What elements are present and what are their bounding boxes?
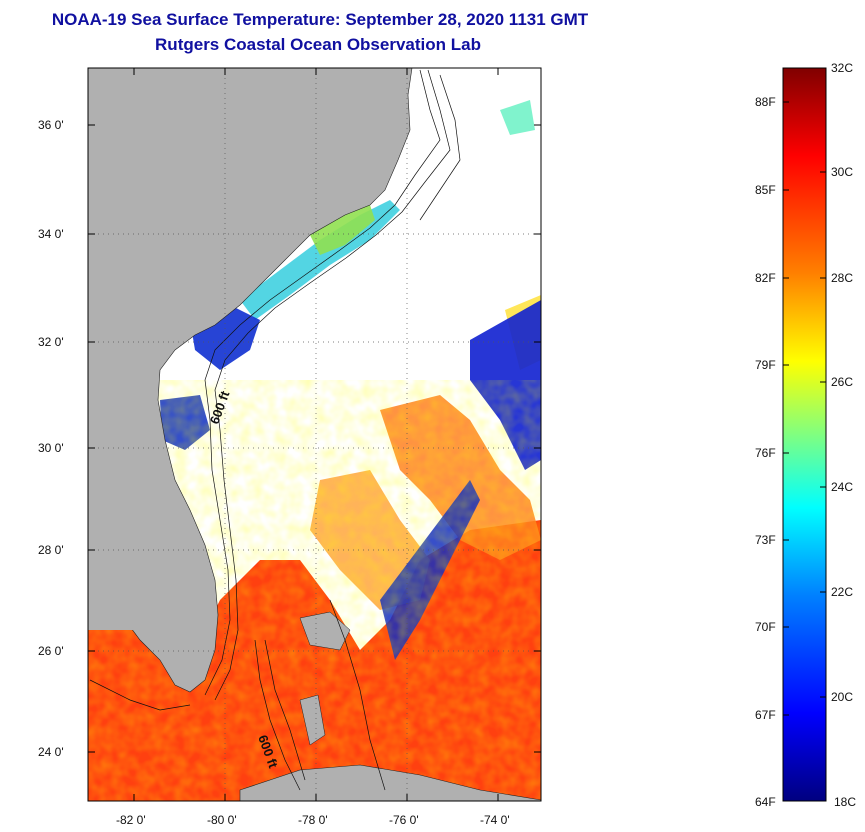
- colorbar: [782, 67, 827, 802]
- cb-celsius-30: 30C: [831, 165, 854, 179]
- cb-celsius-28: 28C: [831, 271, 854, 285]
- cb-fahrenheit-67: 67F: [755, 708, 776, 722]
- land-fl-gulf-coast: [88, 490, 150, 630]
- cb-fahrenheit-73: 73F: [755, 533, 776, 547]
- cb-fahrenheit-88: 88F: [755, 95, 776, 109]
- cb-celsius-20: 20C: [831, 690, 854, 704]
- cb-fahrenheit-64: 64F: [755, 795, 776, 809]
- land-us-east-coast: [88, 68, 413, 693]
- lon-label-74: -74 0': [480, 813, 510, 827]
- lat-label-36: 36 0': [38, 118, 64, 132]
- map-title: NOAA-19 Sea Surface Temperature: Septemb…: [51, 10, 589, 29]
- map-frame: [87, 67, 542, 802]
- cb-celsius-26: 26C: [831, 375, 854, 389]
- bathymetry-contours: [89, 69, 461, 791]
- cb-fahrenheit-70: 70F: [755, 620, 776, 634]
- land-bahamas-2: [299, 694, 326, 746]
- cb-fahrenheit-76: 76F: [755, 446, 776, 460]
- lon-label-78: -78 0': [298, 813, 328, 827]
- sst-green-coastal: [310, 205, 375, 255]
- colorbar-ticks: [783, 101, 826, 716]
- lon-label-76: -76 0': [389, 813, 419, 827]
- lat-label-34: 34 0': [38, 227, 64, 241]
- cb-celsius-18: 18C: [834, 795, 857, 809]
- lon-label-80: -80 0': [207, 813, 237, 827]
- cb-fahrenheit-85: 85F: [755, 183, 776, 197]
- cb-fahrenheit-82: 82F: [755, 271, 776, 285]
- lat-label-26: 26 0': [38, 644, 64, 658]
- lat-label-28: 28 0': [38, 543, 64, 557]
- sst-cyan-ne: [500, 100, 535, 135]
- lat-label-30: 30 0': [38, 441, 64, 455]
- cb-celsius-24: 24C: [831, 480, 854, 494]
- lon-label-82: -82 0': [116, 813, 146, 827]
- cb-celsius-32: 32C: [831, 61, 854, 75]
- lat-label-24: 24 0': [38, 745, 64, 759]
- land-cuba: [239, 764, 541, 801]
- map-subtitle: Rutgers Coastal Ocean Observation Lab: [155, 35, 481, 54]
- axis-ticks: [88, 68, 541, 801]
- graticule: [88, 68, 541, 801]
- cb-celsius-22: 22C: [831, 585, 854, 599]
- cb-fahrenheit-79: 79F: [755, 358, 776, 372]
- lat-label-32: 32 0': [38, 335, 64, 349]
